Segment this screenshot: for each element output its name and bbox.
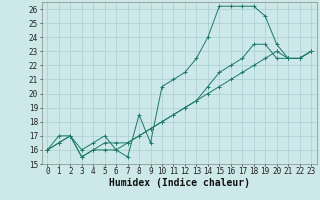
X-axis label: Humidex (Indice chaleur): Humidex (Indice chaleur) <box>109 178 250 188</box>
